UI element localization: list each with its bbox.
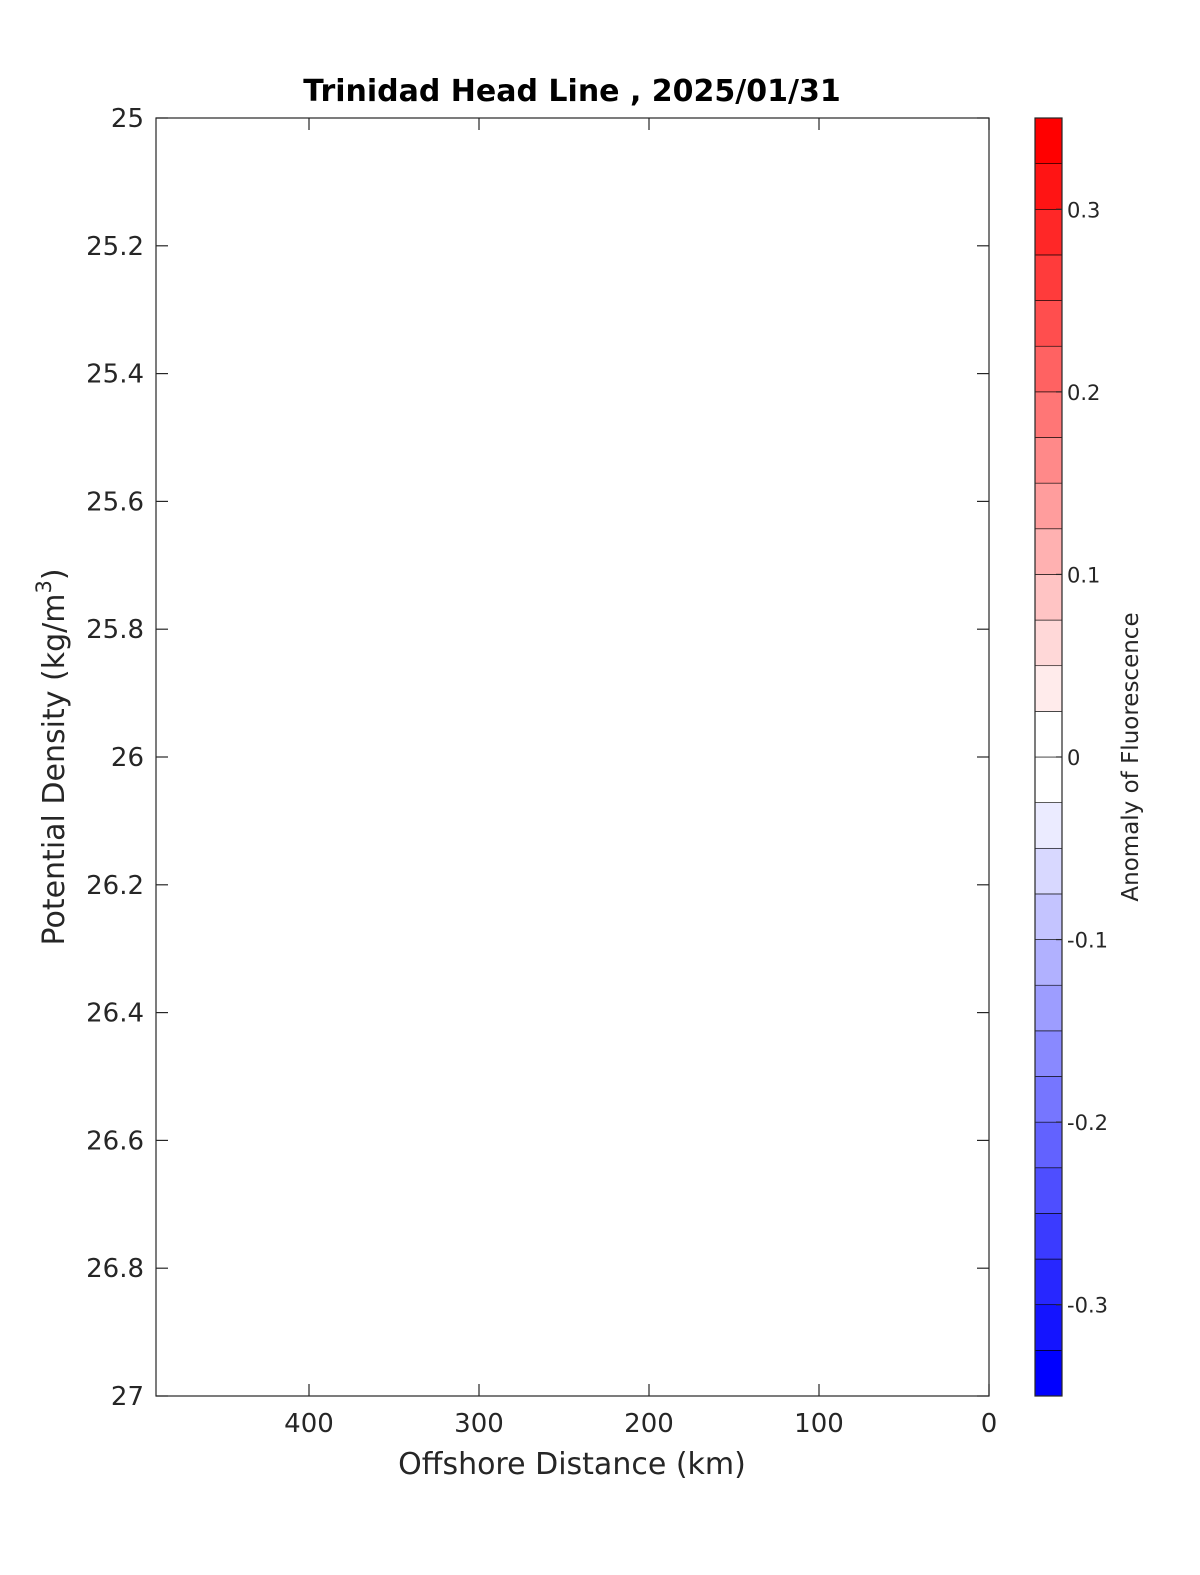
y-axis-label: Potential Density (kg/m3) — [32, 568, 72, 945]
colorbar-tick-label: 0.2 — [1067, 381, 1100, 405]
y-axis-label-superscript: 3 — [32, 580, 56, 593]
y-tick-label: 26 — [111, 743, 144, 773]
y-tick-label: 25.2 — [86, 232, 144, 262]
colorbar-segment — [1034, 1167, 1063, 1214]
y-axis-label-close: ) — [37, 568, 72, 580]
colorbar-segment — [1034, 1121, 1063, 1169]
colorbar-segment — [1034, 1030, 1063, 1077]
x-tick-label: 100 — [794, 1409, 844, 1439]
y-tick-label: 26.2 — [86, 871, 144, 901]
colorbar-segment — [1034, 482, 1063, 530]
x-axis-label: Offshore Distance (km) — [398, 1447, 746, 1482]
y-tick-label: 26.8 — [86, 1254, 144, 1284]
colorbar-segment — [1034, 1304, 1063, 1351]
colorbar-tick-label: -0.1 — [1067, 929, 1108, 953]
colorbar-segment — [1034, 893, 1063, 940]
colorbar-tick-label: 0 — [1067, 746, 1080, 770]
colorbar-segment — [1034, 300, 1063, 347]
x-axis: 400 300 200 100 0 — [284, 118, 997, 1439]
colorbar-segment — [1034, 1076, 1063, 1123]
colorbar-segment — [1034, 665, 1063, 712]
x-tick-label: 200 — [624, 1409, 674, 1439]
colorbar-segment — [1034, 345, 1063, 393]
y-tick-label: 25.8 — [86, 615, 144, 645]
colorbar-segment — [1034, 711, 1063, 758]
colorbar-segment — [1034, 574, 1063, 621]
plot-area — [155, 117, 990, 1397]
colorbar-segment — [1034, 619, 1063, 667]
colorbar-title: Anomaly of Fluorescence — [1118, 612, 1144, 901]
colorbar-segment — [1034, 984, 1063, 1032]
colorbar-segment — [1034, 1350, 1063, 1397]
colorbar-segment — [1034, 208, 1063, 256]
colorbar-segment — [1034, 437, 1063, 484]
colorbar-tick-label: -0.2 — [1067, 1111, 1108, 1135]
colorbar-segment — [1034, 756, 1063, 803]
colorbar-segment — [1034, 391, 1063, 438]
y-tick-label: 27 — [111, 1382, 144, 1412]
x-tick-label: 0 — [981, 1409, 998, 1439]
colorbar-tick-label: 0.3 — [1067, 198, 1100, 222]
colorbar-segment — [1034, 117, 1063, 164]
colorbar-segment — [1034, 528, 1063, 575]
colorbar-tick-label: -0.3 — [1067, 1294, 1108, 1318]
colorbar-segment — [1034, 254, 1063, 301]
colorbar: 0.3 0.2 0.1 0 -0.1 -0.2 -0.3 — [1034, 117, 1108, 1397]
colorbar-segment — [1034, 1258, 1063, 1306]
x-tick-label: 400 — [284, 1409, 334, 1439]
colorbar-segment — [1034, 1213, 1063, 1260]
x-tick-label: 300 — [454, 1409, 504, 1439]
colorbar-segment — [1034, 163, 1063, 210]
y-axis-label-text: Potential Density (kg/m — [37, 594, 72, 946]
y-axis: 25 25.2 25.4 25.6 25.8 26 26.2 26.4 26.6 26.8 27 — [86, 104, 989, 1412]
y-tick-label: 26.4 — [86, 999, 144, 1029]
y-tick-label: 26.6 — [86, 1126, 144, 1156]
colorbar-tick-label: 0.1 — [1067, 563, 1100, 587]
colorbar-segment — [1034, 802, 1063, 849]
y-tick-label: 25.4 — [86, 360, 144, 390]
chart-title: Trinidad Head Line , 2025/01/31 — [303, 74, 840, 109]
colorbar-segment — [1034, 939, 1063, 986]
y-tick-label: 25.6 — [86, 487, 144, 517]
colorbar-segment — [1034, 847, 1063, 895]
y-tick-label: 25 — [111, 104, 144, 134]
